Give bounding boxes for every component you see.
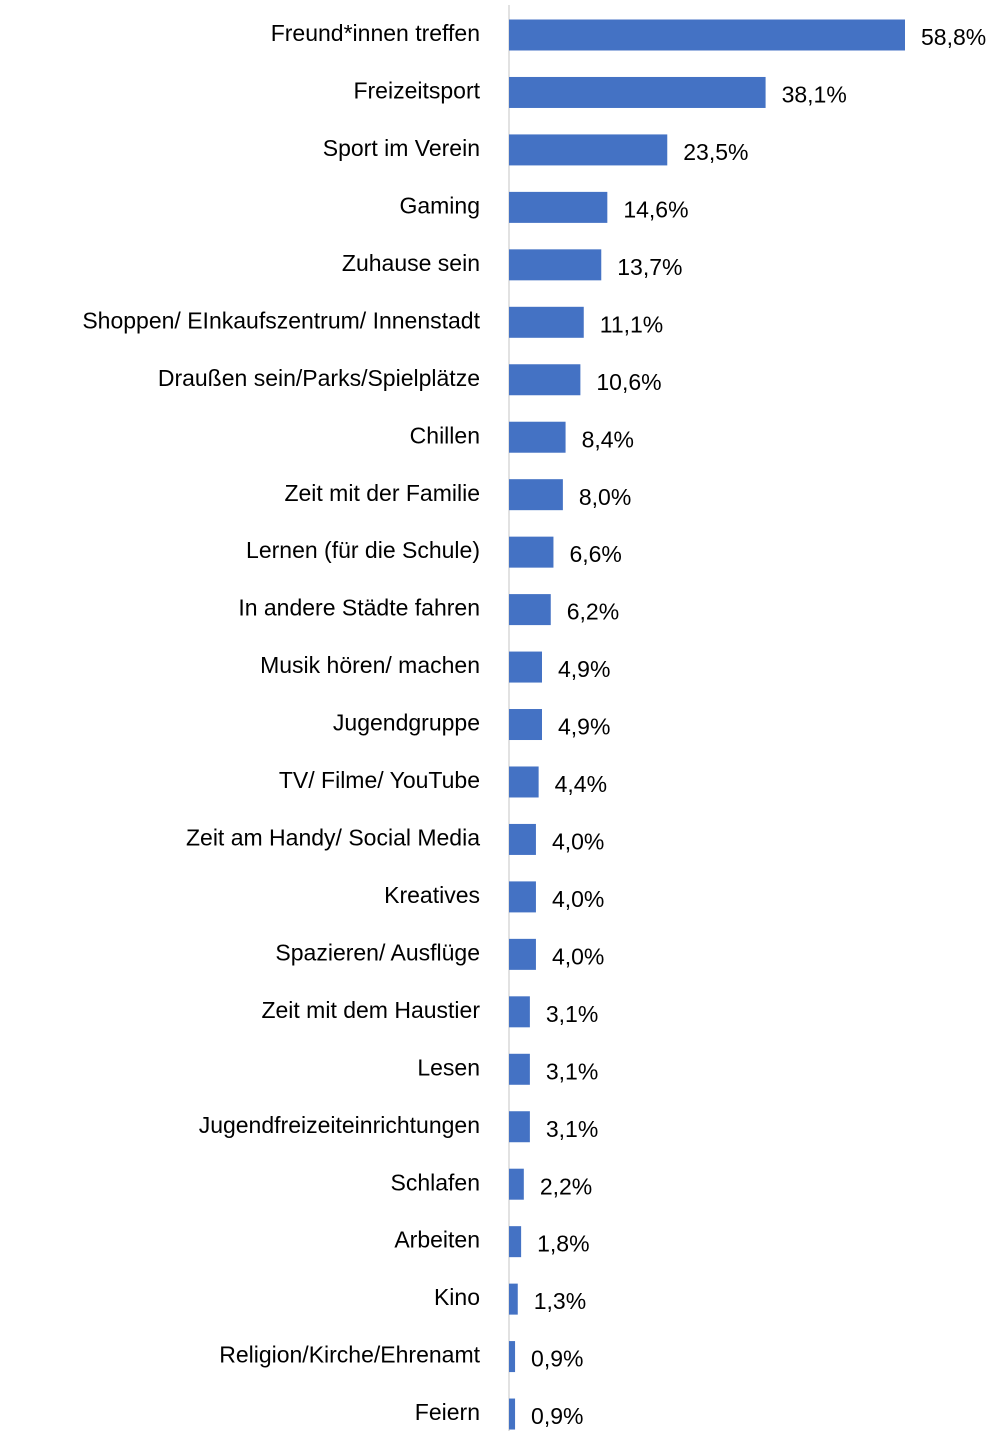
bar [509,536,554,568]
bar [509,651,542,683]
value-label: 4,9% [558,656,610,682]
bar [509,1398,516,1430]
value-label: 14,6% [623,196,688,222]
category-label: Sport im Verein [323,135,480,161]
bar [509,1341,516,1373]
value-label: 0,9% [531,1403,583,1429]
bar [509,594,551,626]
bar [509,709,542,741]
category-label: Freizeitsport [353,78,480,104]
value-label: 3,1% [546,1058,598,1084]
category-label: Spazieren/ Ausflüge [275,939,480,965]
category-label: Musik hören/ machen [260,652,480,678]
bar [509,1111,530,1143]
bar [509,421,566,453]
value-label: 1,3% [534,1288,586,1314]
bar [509,1053,530,1085]
category-label: Lesen [417,1054,480,1080]
category-label: Kreatives [384,882,480,908]
value-label: 0,9% [531,1346,583,1372]
category-label: Lernen (für die Schule) [246,537,480,563]
category-label: Feiern [415,1399,480,1425]
value-label: 4,0% [552,943,604,969]
bar [509,364,581,396]
category-label: Jugendfreizeiteinrichtungen [199,1112,480,1138]
value-label: 4,0% [552,829,604,855]
category-label: In andere Städte fahren [238,595,480,621]
bar [509,823,536,855]
bar [509,1226,522,1258]
bar [509,191,608,223]
category-label: Chillen [410,422,480,448]
category-label: TV/ Filme/ YouTube [279,767,480,793]
bar [509,1168,524,1200]
category-label: Arbeiten [394,1227,480,1253]
value-label: 4,4% [555,771,607,797]
category-label: Zeit mit dem Haustier [261,997,480,1023]
value-label: 11,1% [600,311,664,337]
bar [509,249,602,281]
bar [509,938,536,970]
category-label: Schlafen [390,1169,480,1195]
category-label: Draußen sein/Parks/Spielplätze [158,365,480,391]
value-label: 3,1% [546,1001,598,1027]
category-label: Freund*innen treffen [271,20,480,46]
category-label: Gaming [399,192,480,218]
bar [509,19,905,51]
value-label: 3,1% [546,1116,598,1142]
value-label: 23,5% [683,139,748,165]
value-label: 38,1% [782,82,847,108]
value-label: 6,2% [567,599,619,625]
value-label: 58,8% [921,24,986,50]
value-label: 8,4% [582,426,634,452]
category-label: Kino [434,1284,480,1310]
value-label: 13,7% [617,254,682,280]
category-label: Jugendgruppe [333,710,480,736]
bar [509,881,536,913]
value-label: 8,0% [579,484,631,510]
bar [509,76,766,108]
value-label: 4,0% [552,886,604,912]
value-label: 1,8% [537,1231,589,1257]
bar [509,479,563,511]
bar [509,766,539,798]
value-label: 6,6% [569,541,621,567]
bar [509,996,530,1028]
value-label: 2,2% [540,1173,592,1199]
category-label: Zeit mit der Familie [284,480,480,506]
category-label: Religion/Kirche/Ehrenamt [219,1342,480,1368]
value-label: 10,6% [596,369,661,395]
category-label: Zeit am Handy/ Social Media [186,825,480,851]
bar [509,134,668,166]
bar [509,1283,518,1315]
category-label: Zuhause sein [342,250,480,276]
category-label: Shoppen/ EInkaufszentrum/ Innenstadt [82,307,480,333]
value-label: 4,9% [558,714,610,740]
bar [509,306,584,338]
